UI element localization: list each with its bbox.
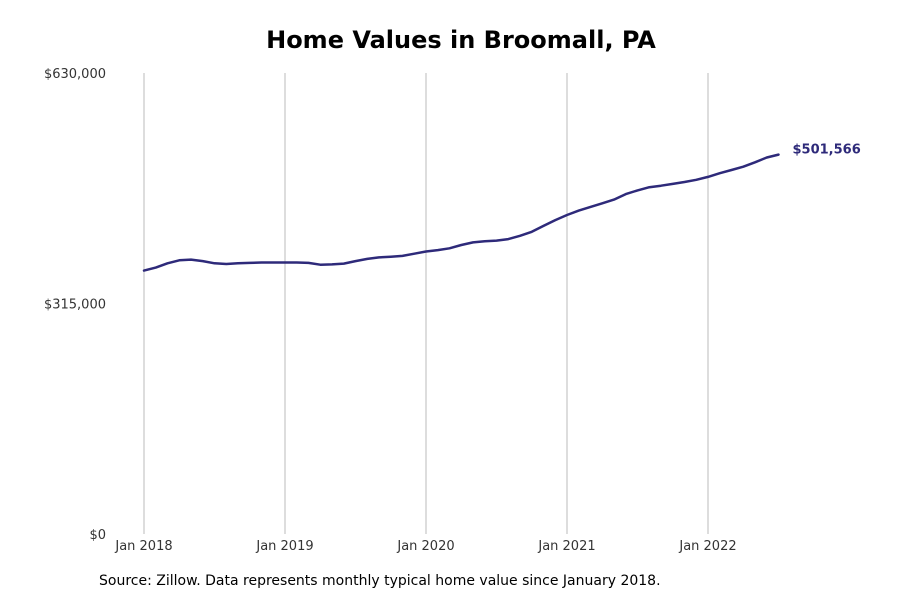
x-tick-label: Jan 2020 [396, 539, 454, 554]
end-value-label: $501,566 [793, 143, 861, 158]
x-tick-label: Jan 2018 [114, 539, 172, 554]
home-value-series-line [142, 153, 780, 272]
x-tick-label: Jan 2022 [678, 539, 736, 554]
x-tick-label: Jan 2021 [537, 539, 595, 554]
y-tick-label: $315,000 [44, 298, 106, 313]
source-note: Source: Zillow. Data represents monthly … [99, 573, 661, 589]
x-tick-label: Jan 2019 [255, 539, 313, 554]
y-tick-label: $0 [89, 528, 106, 543]
chart-title: Home Values in Broomall, PA [266, 26, 656, 54]
y-tick-label: $630,000 [44, 67, 106, 82]
